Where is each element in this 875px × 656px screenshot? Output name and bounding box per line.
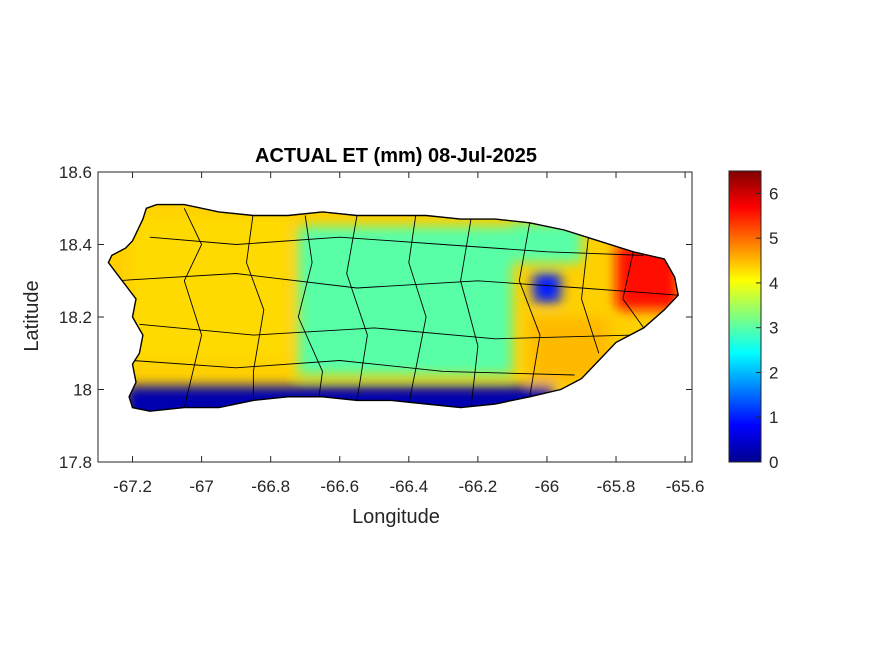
municipality-boundary: [581, 237, 600, 354]
colorbar-tick-label: 6: [769, 184, 778, 203]
municipality-boundary: [460, 219, 479, 408]
x-tick-label: -66.2: [459, 477, 498, 496]
island-outline: [107, 203, 679, 412]
municipality-boundary: [518, 222, 541, 397]
x-axis: -67.2 -67 -66.8 -66.6 -66.4 -66.2 -66 -65.8 -65.…: [113, 172, 704, 496]
heatmap-zone: [298, 226, 513, 375]
municipality-boundary: [622, 251, 645, 329]
municipality-boundary: [297, 215, 323, 397]
x-axis-label: Longitude: [352, 506, 440, 528]
x-tick-label: -66.6: [320, 477, 359, 496]
colorbar-tick-label: 2: [769, 363, 778, 382]
y-tick-label: 18.4: [59, 236, 92, 255]
chart-title: ACTUAL ET (mm) 08-Jul-2025: [255, 145, 537, 167]
colorbar-tick-label: 3: [769, 319, 778, 338]
heatmap-zone: [533, 273, 561, 303]
x-tick-label: -66.4: [389, 477, 428, 496]
municipality-boundary: [183, 208, 203, 408]
x-tick-label: -67: [189, 477, 214, 496]
y-tick-label: 18.2: [59, 308, 92, 327]
x-tick-label: -65.6: [666, 477, 705, 496]
heatmap-zone: [132, 215, 288, 361]
municipality-boundary: [149, 236, 644, 256]
municipality-boundary: [408, 215, 427, 405]
colorbar-ticks: 0 1 2 3 4 5 6: [756, 184, 778, 472]
y-tick-label: 18: [73, 381, 92, 400]
municipality-boundary: [346, 215, 368, 401]
x-tick-label: -65.8: [597, 477, 636, 496]
colorbar-tick-label: 0: [769, 453, 778, 472]
municipality-boundary: [246, 211, 265, 401]
x-tick-label: -67.2: [113, 477, 152, 496]
y-axis-label: Latitude: [21, 280, 43, 351]
municipality-boundary: [115, 273, 679, 296]
colorbar-tick-label: 4: [769, 274, 778, 293]
colorbar-tick-label: 1: [769, 408, 778, 427]
colorbar-tick-label: 5: [769, 229, 778, 248]
municipality-boundary: [139, 323, 634, 340]
x-tick-label: -66: [535, 477, 560, 496]
colorbar: [728, 170, 762, 463]
y-tick-label: 18.6: [59, 163, 92, 182]
x-tick-label: -66.8: [251, 477, 290, 496]
y-axis: 17.8 18 18.2 18.4 18.6: [59, 163, 692, 472]
et-heatmap: [108, 204, 679, 412]
municipality-boundaries: [115, 208, 679, 408]
y-tick-label: 17.8: [59, 453, 92, 472]
municipality-boundary: [132, 360, 575, 376]
